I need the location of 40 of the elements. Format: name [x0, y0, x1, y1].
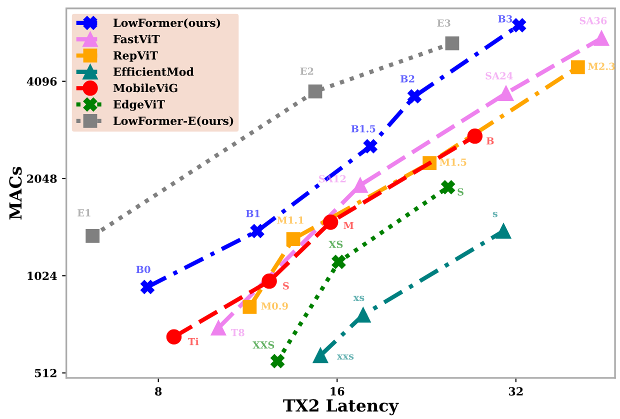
data-label: B2	[400, 75, 414, 82]
data-label: E3	[437, 19, 450, 27]
legend-label: RepViT	[114, 51, 158, 62]
x-tick-label: 8	[155, 387, 162, 396]
legend-label: EfficientMod	[114, 67, 194, 76]
data-label: B	[486, 137, 494, 144]
data-label: XS	[328, 240, 343, 248]
x-tick-label: 32	[508, 387, 523, 396]
data-label: B1.5	[351, 125, 376, 132]
y-axis-title: MACs	[9, 166, 22, 220]
data-label: E2	[300, 67, 314, 75]
data-label: M1.1	[277, 216, 304, 224]
data-label: S	[283, 282, 289, 290]
data-label: SA36	[580, 17, 607, 24]
data-label: B0	[136, 266, 150, 274]
data-label: s	[492, 212, 498, 218]
data-label: S	[458, 188, 464, 196]
data-label: M	[344, 222, 354, 230]
legend-label: LowFormer(ours)	[114, 18, 220, 29]
data-label: E1	[78, 209, 90, 216]
data-label: xxs	[336, 354, 354, 360]
data-label: xs	[353, 296, 364, 302]
data-label: B3	[498, 15, 512, 22]
x-axis-title: TX2 Latency	[283, 399, 399, 416]
y-tick-label: 4096	[26, 77, 57, 86]
data-label: SA24	[486, 72, 513, 80]
y-tick-label: 1024	[28, 272, 57, 280]
y-tick-label: 2048	[27, 174, 57, 183]
y-tick-label: 512	[35, 368, 56, 378]
legend-label: MobileViG	[113, 84, 178, 92]
data-label: M0.9	[261, 302, 288, 310]
legend-label: LowFormer-E(ours)	[114, 116, 234, 127]
data-label: Ti	[188, 338, 199, 346]
data-label: M1.5	[440, 158, 466, 166]
data-label: B1	[246, 210, 260, 218]
data-label: XXS	[252, 341, 274, 349]
legend-label: EdgeViT	[114, 100, 165, 111]
x-tick-label: 16	[330, 387, 344, 396]
legend-label: FastViT	[114, 34, 160, 44]
data-label: T8	[231, 328, 244, 336]
